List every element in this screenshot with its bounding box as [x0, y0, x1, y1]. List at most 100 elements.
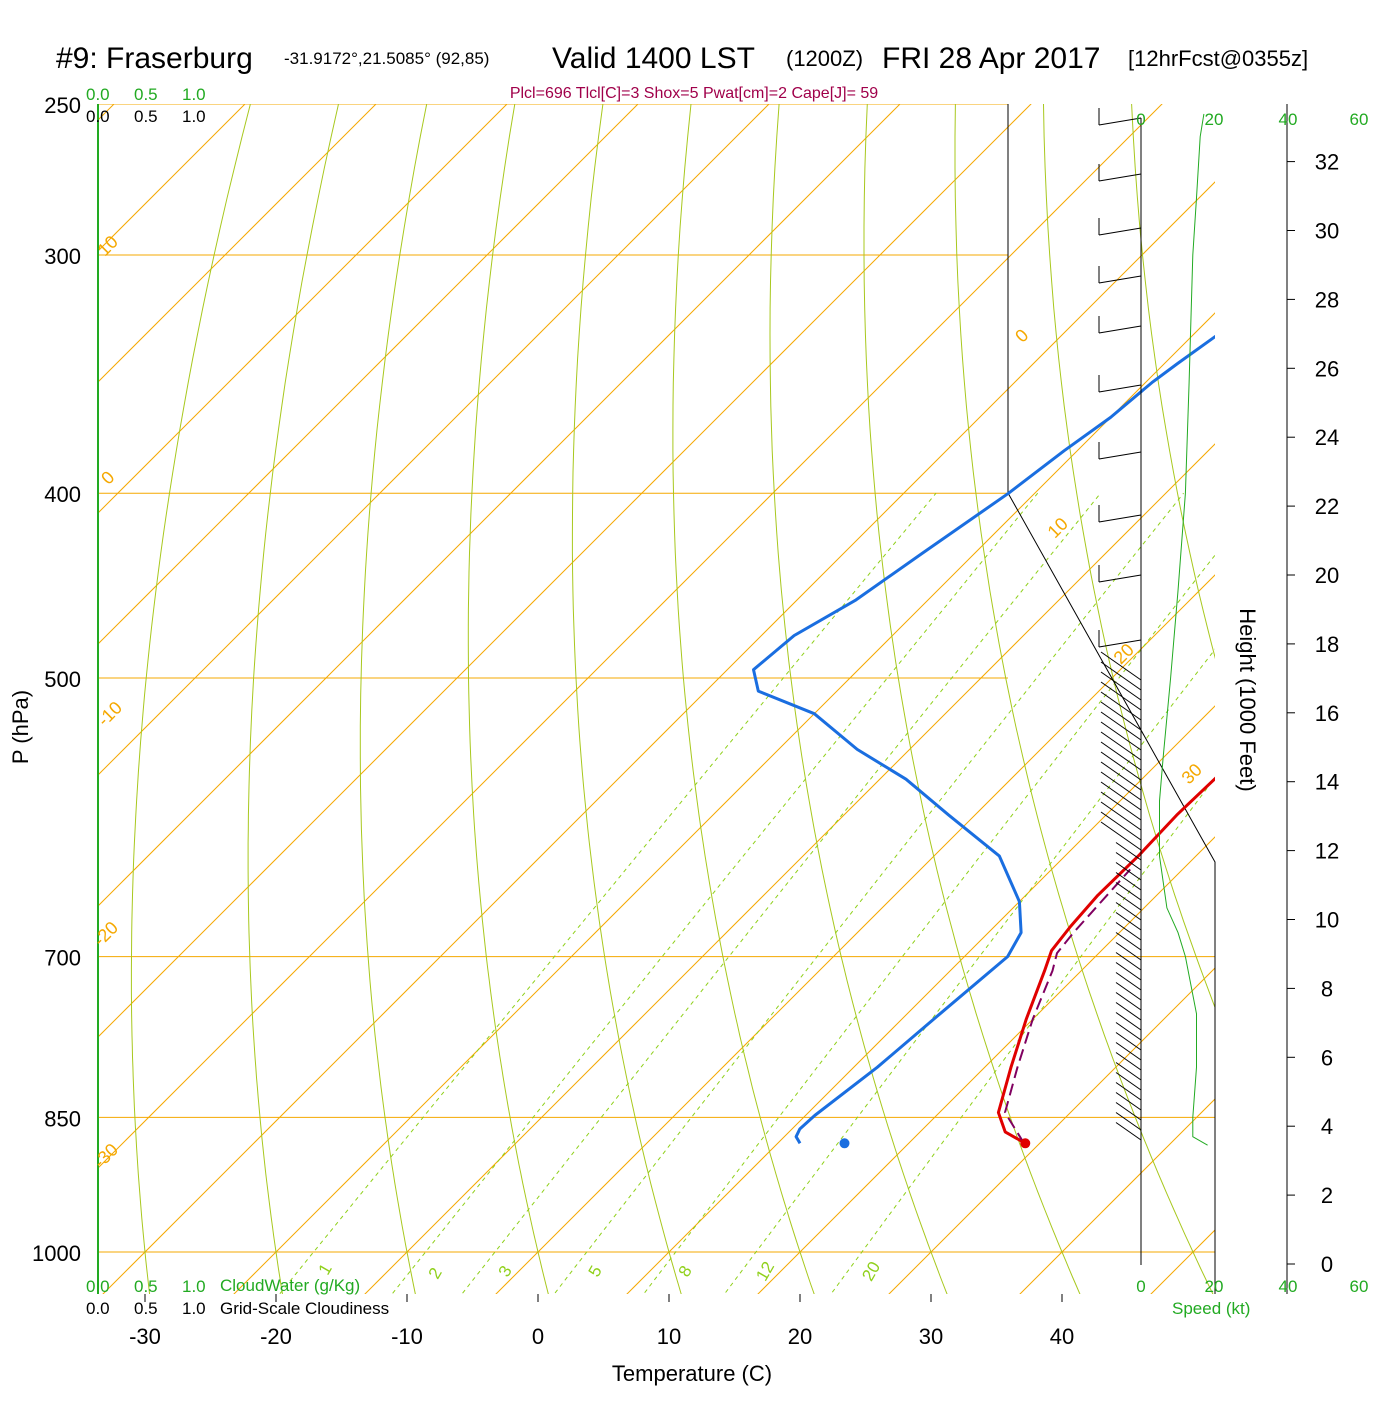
- top-speed-tick: 60: [1350, 110, 1369, 129]
- isotherm-line: [197, 87, 1400, 1331]
- parcel-profile: [1005, 869, 1130, 1143]
- y-tick-label: 700: [44, 946, 81, 971]
- mixing-ratio-label: 12: [752, 1258, 778, 1284]
- mixing-ratio-line: [433, 493, 1101, 1331]
- wind-barb: [1116, 1093, 1141, 1111]
- wind-barb: [1099, 326, 1141, 333]
- wind-barb: [1099, 174, 1141, 181]
- mixing-ratio-line: [616, 493, 1264, 1331]
- wind-barbs: [1099, 108, 1141, 1265]
- isotherm-label: 0: [1011, 325, 1032, 346]
- y-tick-label: 400: [44, 482, 81, 507]
- wind-barb: [1116, 953, 1141, 971]
- isotherm-label: 30: [1178, 760, 1206, 788]
- height-tick-label: 0: [1321, 1252, 1333, 1277]
- wind-barb: [1116, 893, 1141, 911]
- x-tick-label: -10: [391, 1324, 423, 1349]
- wind-barb: [1116, 973, 1141, 991]
- wind-barb: [1116, 843, 1141, 861]
- mixing-ratio-line: [804, 493, 1400, 1331]
- bottom-cloudwater-tick: 0.0: [86, 1277, 110, 1296]
- title-date: FRI 28 Apr 2017: [882, 42, 1100, 75]
- dewpoint-profile: [754, 111, 1400, 1144]
- dry-adiabat: [248, 70, 346, 1331]
- x-tick-label: -30: [129, 1324, 161, 1349]
- isotherm-line: [0, 87, 1179, 1331]
- height-tick-label: 2: [1321, 1183, 1333, 1208]
- dry-adiabat: [955, 70, 1231, 1331]
- bottom-speed-tick: 0: [1136, 1277, 1145, 1296]
- wind-barb: [1116, 1023, 1141, 1041]
- height-tick-label: 10: [1315, 908, 1339, 933]
- temperature-profile: [998, 111, 1400, 1144]
- height-tick-label: 6: [1321, 1045, 1333, 1070]
- cloudiness-label: Grid-Scale Cloudiness: [220, 1299, 389, 1318]
- top-speed-tick: 40: [1279, 110, 1298, 129]
- x-tick-label: 0: [532, 1324, 544, 1349]
- wind-barb: [1116, 1003, 1141, 1021]
- wind-barb: [1116, 1033, 1141, 1051]
- dry-adiabat: [572, 70, 692, 1331]
- isotherm-line: [66, 87, 1310, 1331]
- dry-adiabat: [1392, 70, 1400, 1331]
- isotherm-label: 0: [97, 467, 118, 488]
- x-tick-label: -20: [260, 1324, 292, 1349]
- mixing-ratio-line: [363, 493, 1038, 1331]
- mixing-ratio-label: 5: [585, 1262, 606, 1280]
- height-tick-label: 14: [1315, 770, 1339, 795]
- wind-barb: [1116, 1013, 1141, 1031]
- title-valid: Valid 1400 LST: [552, 42, 755, 75]
- height-axis-title: Height (1000 Feet): [1235, 608, 1260, 791]
- wind-speed-profile: [1160, 114, 1208, 1145]
- height-tick-label: 16: [1315, 701, 1339, 726]
- wind-barb: [1116, 943, 1141, 961]
- y-tick-label: 1000: [32, 1241, 81, 1266]
- dry-adiabat: [360, 70, 433, 1331]
- x-axis-title: Temperature (C): [612, 1361, 772, 1386]
- wind-barb: [1116, 983, 1141, 1001]
- cloudwater-label: CloudWater (g/Kg): [220, 1276, 360, 1295]
- indices-line: Plcl=696 Tlcl[C]=3 Shox=5 Pwat[cm]=2 Cap…: [510, 85, 878, 102]
- wind-barb: [1099, 515, 1141, 522]
- x-tick-label: 30: [919, 1324, 943, 1349]
- mixing-ratio-label: 8: [675, 1262, 696, 1280]
- y-axis-title: P (hPa): [8, 690, 33, 764]
- dry-adiabat: [131, 70, 259, 1331]
- wind-barb: [1116, 933, 1141, 951]
- title-utc: (1200Z): [786, 46, 863, 71]
- wind-barb: [1099, 228, 1141, 235]
- x-tick-label: 10: [657, 1324, 681, 1349]
- title-coords: -31.9172°,21.5085° (92,85): [284, 49, 489, 68]
- wind-barb: [1116, 883, 1141, 901]
- height-tick-label: 12: [1315, 839, 1339, 864]
- thermo-grid: [0, 70, 1400, 1331]
- wind-speed-line: [1160, 114, 1208, 1145]
- top-cloudwater-tick: 0.0: [86, 85, 110, 104]
- top-cloudiness-tick: 0.5: [134, 107, 158, 126]
- mixing-ratio-line: [250, 493, 936, 1331]
- wind-barb: [1116, 1083, 1141, 1101]
- y-tick-label: 500: [44, 667, 81, 692]
- height-tick-label: 4: [1321, 1114, 1333, 1139]
- isotherm-label: -20: [89, 917, 122, 950]
- wind-barb: [1099, 118, 1141, 125]
- top-speed-tick: 20: [1205, 110, 1224, 129]
- bottom-cloudiness-tick: 1.0: [182, 1299, 206, 1318]
- height-tick-label: 8: [1321, 976, 1333, 1001]
- title-station: #9: Fraserburg: [56, 42, 253, 75]
- x-tick-label: 20: [788, 1324, 812, 1349]
- surface-marker: [839, 1138, 849, 1148]
- isotherm-line: [0, 87, 1048, 1331]
- wind-barb: [1099, 385, 1141, 392]
- height-tick-label: 28: [1315, 287, 1339, 312]
- height-tick-label: 22: [1315, 494, 1339, 519]
- height-tick-label: 32: [1315, 150, 1339, 175]
- wind-barb: [1116, 1123, 1141, 1141]
- mixing-ratio-label: 2: [425, 1264, 446, 1282]
- height-tick-label: 18: [1315, 632, 1339, 657]
- isotherm-line: [0, 87, 262, 1331]
- height-tick-label: 30: [1315, 219, 1339, 244]
